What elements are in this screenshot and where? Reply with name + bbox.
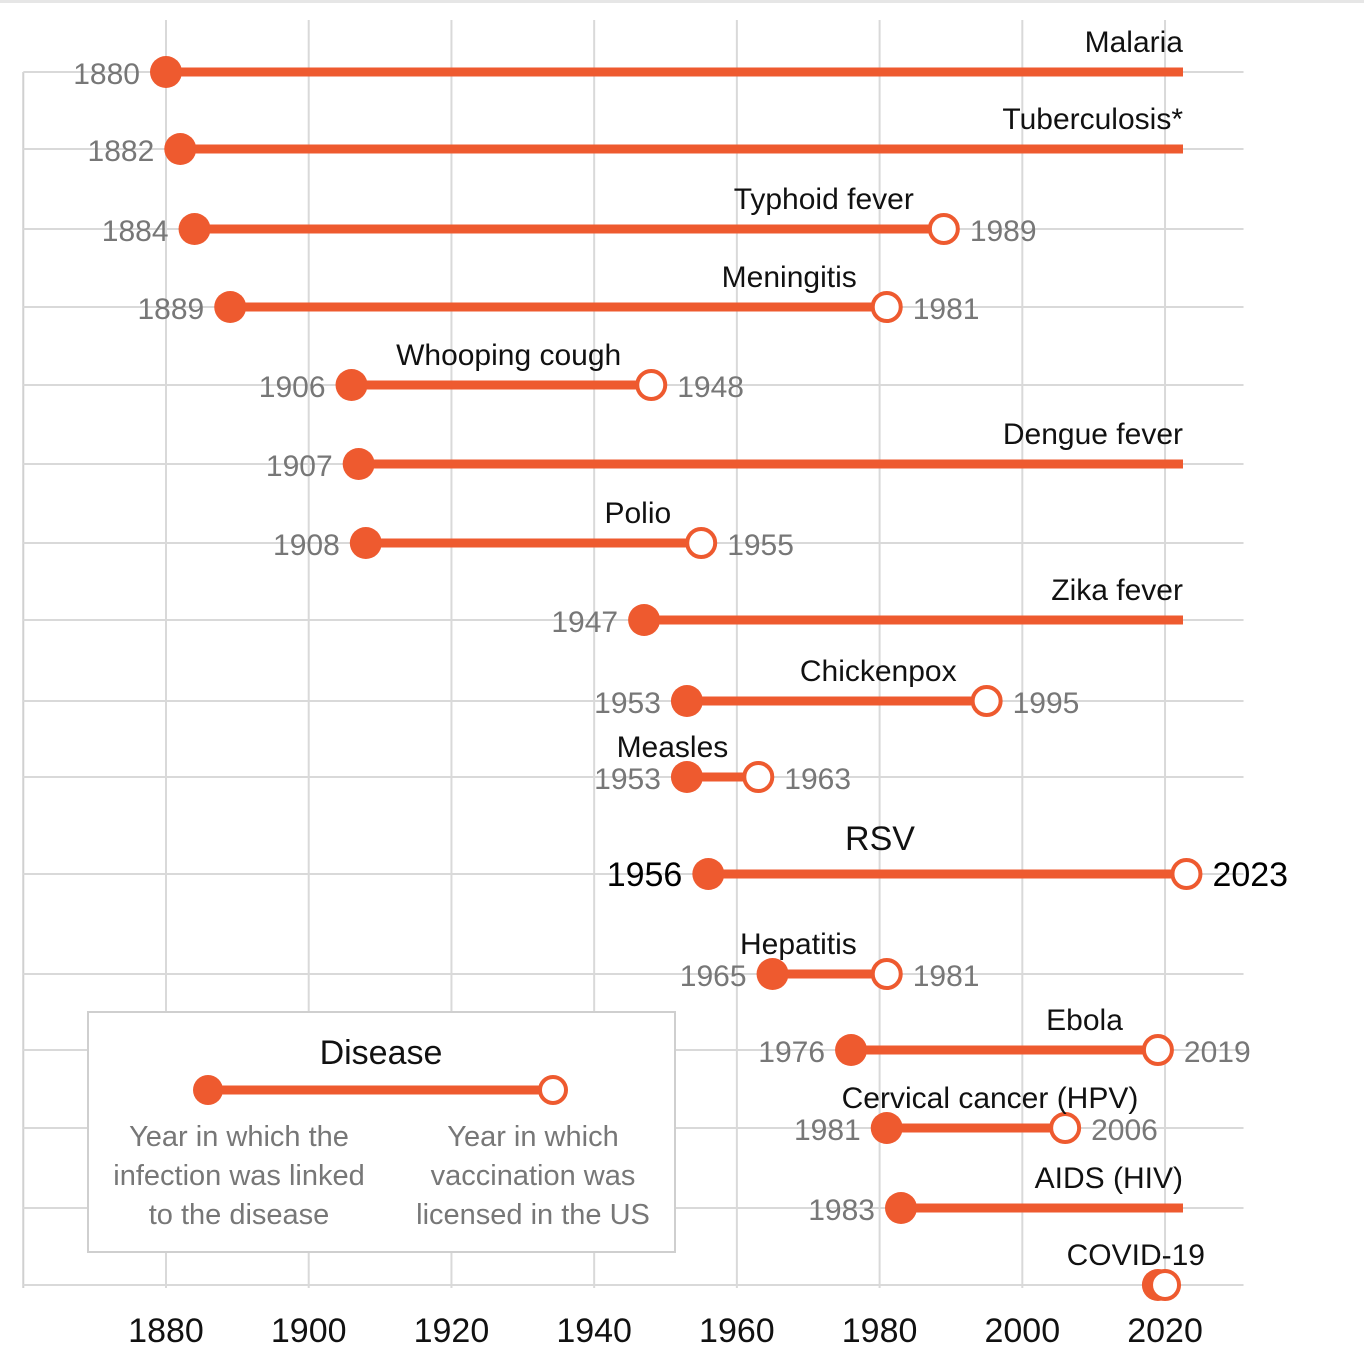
linked-year-label: 1953	[594, 687, 661, 720]
vaccine-year-marker	[1141, 1034, 1174, 1066]
linked-year-marker	[342, 448, 375, 480]
linked-year-label: 1981	[794, 1114, 861, 1147]
linked-year-label: 1880	[73, 58, 140, 91]
disease-name-label: COVID-19	[1067, 1239, 1205, 1272]
x-tick-label: 1900	[271, 1312, 347, 1350]
x-tick-label: 2000	[984, 1312, 1060, 1350]
vaccine-year-marker	[927, 213, 960, 245]
linked-year-label: 1947	[551, 606, 618, 639]
vaccine-year-label: 1981	[913, 293, 980, 326]
vaccine-year-label: 1995	[1013, 687, 1080, 720]
linked-year-marker	[692, 858, 725, 890]
linked-year-marker	[335, 369, 368, 401]
disease-name-label: Malaria	[1085, 26, 1184, 59]
linked-year-marker	[670, 761, 703, 793]
disease-name-label: Measles	[617, 731, 729, 764]
linked-year-marker	[150, 56, 182, 88]
x-tick-label: 1960	[699, 1312, 775, 1350]
vaccine-year-marker	[685, 527, 718, 559]
linked-year-label: 1983	[808, 1194, 875, 1227]
x-tick-label: 1940	[556, 1312, 632, 1350]
linked-year-marker	[178, 213, 211, 245]
linked-year-label: 1884	[102, 215, 169, 248]
legend-open-description: Year in which	[447, 1121, 618, 1153]
linked-year-marker	[214, 291, 247, 323]
vaccine-year-marker	[742, 761, 775, 793]
disease-name-label: Zika fever	[1051, 574, 1183, 607]
vaccine-year-label: 1963	[784, 763, 851, 796]
linked-year-marker	[349, 527, 382, 559]
linked-year-marker	[756, 958, 789, 990]
linked-year-label: 1907	[266, 450, 333, 483]
vaccine-year-label: 2023	[1212, 856, 1288, 894]
linked-year-label: 1889	[137, 293, 204, 326]
linked-year-label: 1953	[594, 763, 661, 796]
vaccine-year-label: 1948	[677, 371, 744, 404]
legend-filled-description: to the disease	[149, 1199, 330, 1231]
disease-name-label: Chickenpox	[800, 655, 957, 688]
disease-name-label: Polio	[604, 497, 671, 530]
disease-name-label: RSV	[845, 820, 915, 858]
disease-name-label: Hepatitis	[740, 928, 857, 961]
linked-year-marker	[670, 685, 703, 717]
x-tick-label: 1920	[414, 1312, 490, 1350]
linked-year-marker	[870, 1112, 903, 1144]
vaccine-year-marker	[635, 369, 668, 401]
vaccine-year-marker	[870, 958, 903, 990]
vaccine-year-marker	[870, 291, 903, 323]
x-tick-label: 1980	[842, 1312, 918, 1350]
vaccine-year-label: 1981	[913, 960, 980, 993]
legend-box	[87, 1011, 676, 1253]
linked-year-label: 1976	[758, 1036, 825, 1069]
vaccine-year-label: 1955	[727, 529, 794, 562]
disease-name-label: Cervical cancer (HPV)	[842, 1082, 1139, 1115]
x-tick-label: 1880	[128, 1312, 204, 1350]
vaccine-year-label: 2019	[1184, 1036, 1251, 1069]
disease-name-label: Meningitis	[722, 261, 857, 294]
linked-year-marker	[835, 1034, 868, 1066]
x-tick-label: 2020	[1127, 1312, 1203, 1350]
linked-year-label: 1882	[88, 135, 155, 168]
vaccine-year-marker	[1170, 858, 1203, 890]
disease-name-label: AIDS (HIV)	[1035, 1162, 1183, 1195]
vaccine-year-marker	[1149, 1269, 1182, 1301]
linked-year-marker	[628, 604, 661, 636]
linked-year-label: 1908	[273, 529, 340, 562]
vaccine-year-label: 1989	[970, 215, 1037, 248]
legend-open-marker	[538, 1075, 568, 1105]
legend-open-description: vaccination was	[431, 1160, 636, 1192]
linked-year-label: 1956	[607, 856, 683, 894]
disease-name-label: Dengue fever	[1003, 418, 1183, 451]
legend-title: Disease	[320, 1034, 443, 1072]
disease-name-label: Typhoid fever	[734, 183, 914, 216]
vaccine-year-marker	[1049, 1112, 1082, 1144]
linked-year-marker	[164, 133, 197, 165]
linked-year-label: 1906	[259, 371, 326, 404]
linked-year-label: 1965	[680, 960, 747, 993]
vaccine-year-marker	[970, 685, 1003, 717]
vaccine-year-label: 2006	[1091, 1114, 1158, 1147]
legend-open-description: licensed in the US	[416, 1199, 650, 1231]
disease-name-label: Whooping cough	[396, 339, 621, 372]
legend-filled-marker	[193, 1075, 223, 1105]
disease-name-label: Tuberculosis*	[1002, 103, 1183, 136]
top-border	[0, 0, 1364, 3]
legend-filled-description: Year in which the	[129, 1121, 349, 1153]
linked-year-marker	[885, 1192, 918, 1224]
disease-name-label: Ebola	[1046, 1004, 1123, 1037]
legend-filled-description: infection was linked	[113, 1160, 364, 1192]
